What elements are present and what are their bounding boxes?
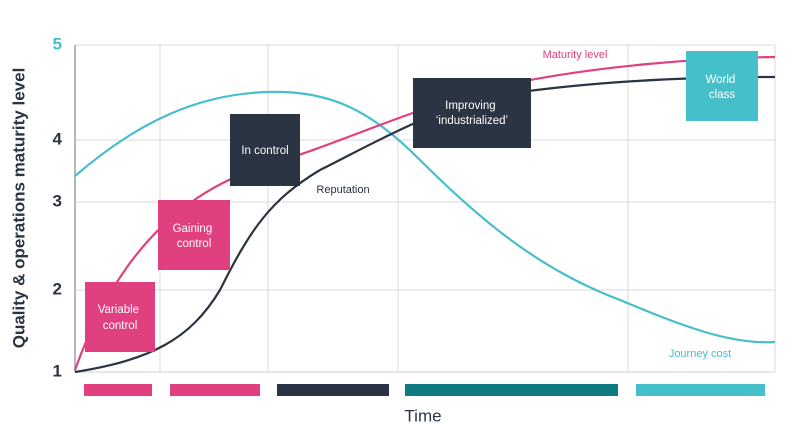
x-axis-label: Time bbox=[404, 406, 441, 425]
box bbox=[686, 51, 758, 121]
time-bar bbox=[405, 384, 618, 396]
box-label: Gaining control bbox=[173, 223, 216, 250]
curve-label: Reputation bbox=[316, 184, 369, 196]
box-label: World class bbox=[705, 74, 738, 101]
box bbox=[85, 282, 155, 352]
box-label: Improving ‘industrialized’ bbox=[436, 100, 508, 127]
box-line: Variable bbox=[98, 304, 139, 316]
box-line: Gaining bbox=[173, 223, 213, 235]
box bbox=[413, 78, 531, 148]
time-bars bbox=[84, 384, 765, 396]
y-tick-label: 5 bbox=[53, 34, 62, 53]
stage-box: Variable control bbox=[85, 282, 155, 352]
time-bar bbox=[170, 384, 260, 396]
maturity-curve bbox=[73, 55, 776, 371]
curve-label: Journey cost bbox=[669, 348, 731, 360]
curve-label: Maturity level bbox=[543, 49, 608, 61]
box bbox=[230, 114, 300, 186]
box-line: class bbox=[709, 89, 735, 101]
y-tick-label: 1 bbox=[53, 361, 62, 380]
time-bar bbox=[636, 384, 765, 396]
box-line: Improving bbox=[445, 100, 496, 112]
box-line: control bbox=[103, 320, 138, 332]
y-axis-label: Quality & operations maturity level bbox=[9, 68, 28, 349]
stage-box: World class bbox=[686, 51, 758, 121]
y-tick-label: 3 bbox=[53, 191, 62, 210]
journey-cost-curve bbox=[74, 90, 776, 344]
box bbox=[158, 200, 230, 270]
stage-box: In control bbox=[230, 114, 300, 186]
stage-box: Gaining control bbox=[158, 200, 230, 270]
stage-box: Improving ‘industrialized’ bbox=[413, 78, 531, 148]
y-tick-label: 4 bbox=[53, 129, 63, 148]
box-label: In control bbox=[241, 145, 288, 157]
box-line: ‘industrialized’ bbox=[436, 115, 508, 127]
time-bar bbox=[277, 384, 389, 396]
reputation-curve bbox=[74, 75, 776, 374]
time-bar bbox=[84, 384, 152, 396]
box-line: control bbox=[177, 238, 212, 250]
box-line: World bbox=[705, 74, 735, 86]
y-tick-label: 2 bbox=[53, 279, 62, 298]
box-label: Variable control bbox=[98, 304, 143, 332]
